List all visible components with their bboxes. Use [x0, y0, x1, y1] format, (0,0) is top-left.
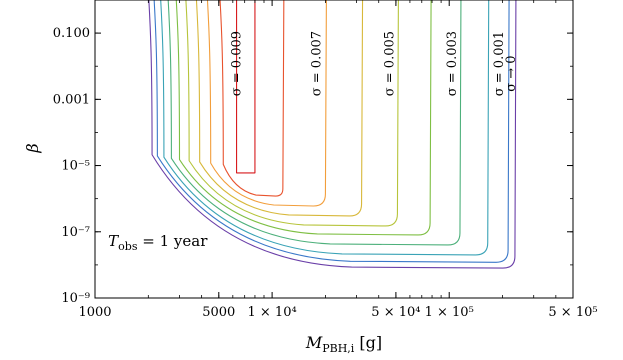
observation-time-annotation: Tobs = 1 year: [108, 232, 208, 253]
plot-frame: [94, 0, 574, 299]
contour-line: [153, 0, 510, 263]
sigma-label: σ = 0.009: [230, 31, 245, 96]
x-tick-label: 1 × 10⁵: [425, 305, 474, 320]
y-tick-label: 10⁻⁷: [61, 225, 90, 240]
y-tick-label: 10⁻⁵: [61, 159, 90, 174]
y-tick-label: 0.100: [53, 26, 90, 41]
sigma-label: σ = 0.007: [310, 31, 325, 96]
contour-line: [185, 0, 399, 227]
contour-line: [206, 0, 327, 207]
sigma-label: σ = 0.001: [492, 31, 507, 96]
x-tick-label: 1000: [78, 305, 111, 320]
x-tick-label: 1 × 10⁴: [248, 305, 297, 320]
sigma-label: σ = 0.003: [445, 31, 460, 96]
x-axis-symbol: M: [305, 333, 323, 352]
x-axis-subscript: PBH,i: [322, 342, 355, 355]
sigma-label: σ = 0.005: [382, 31, 397, 96]
contour-lines: [148, 0, 517, 269]
contour-line: [167, 0, 462, 246]
y-axis-title: β: [23, 143, 42, 153]
sigma-label: σ → 0: [504, 55, 519, 91]
x-tick-label: 5 × 10⁴: [371, 305, 420, 320]
contour-line: [236, 0, 256, 174]
y-tick-label: 0.001: [53, 92, 90, 107]
annotation-symbol: T: [108, 232, 119, 250]
x-axis-unit: [g]: [354, 333, 382, 352]
x-tick-label: 5000: [202, 305, 235, 320]
y-axis-label: β: [23, 143, 42, 153]
x-axis-title: MPBH,i [g]: [305, 333, 382, 355]
annotation-subscript: obs: [118, 240, 138, 253]
x-axis: 1000 5000 1 × 10⁴ 5 × 10⁴ 1 × 10⁵ 5 × 10⁵: [78, 0, 598, 320]
sigma-labels: σ = 0.009 σ = 0.007 σ = 0.005 σ = 0.003 σ = …: [230, 31, 519, 96]
y-tick-label: 10⁻⁹: [61, 291, 90, 306]
x-axis-label: MPBH,i [g]: [305, 333, 382, 355]
x-tick-label: 5 × 10⁵: [548, 305, 597, 320]
contour-line: [195, 0, 364, 217]
annotation-text: Tobs = 1 year: [108, 232, 208, 253]
contour-line: [148, 0, 517, 269]
annotation-value: = 1 year: [137, 232, 208, 250]
contour-line: [160, 0, 490, 256]
contour-line: [219, 0, 285, 197]
y-axis: 0.100 0.001 10⁻⁵ 10⁻⁷ 10⁻⁹: [53, 0, 573, 306]
contour-line: [175, 0, 432, 236]
